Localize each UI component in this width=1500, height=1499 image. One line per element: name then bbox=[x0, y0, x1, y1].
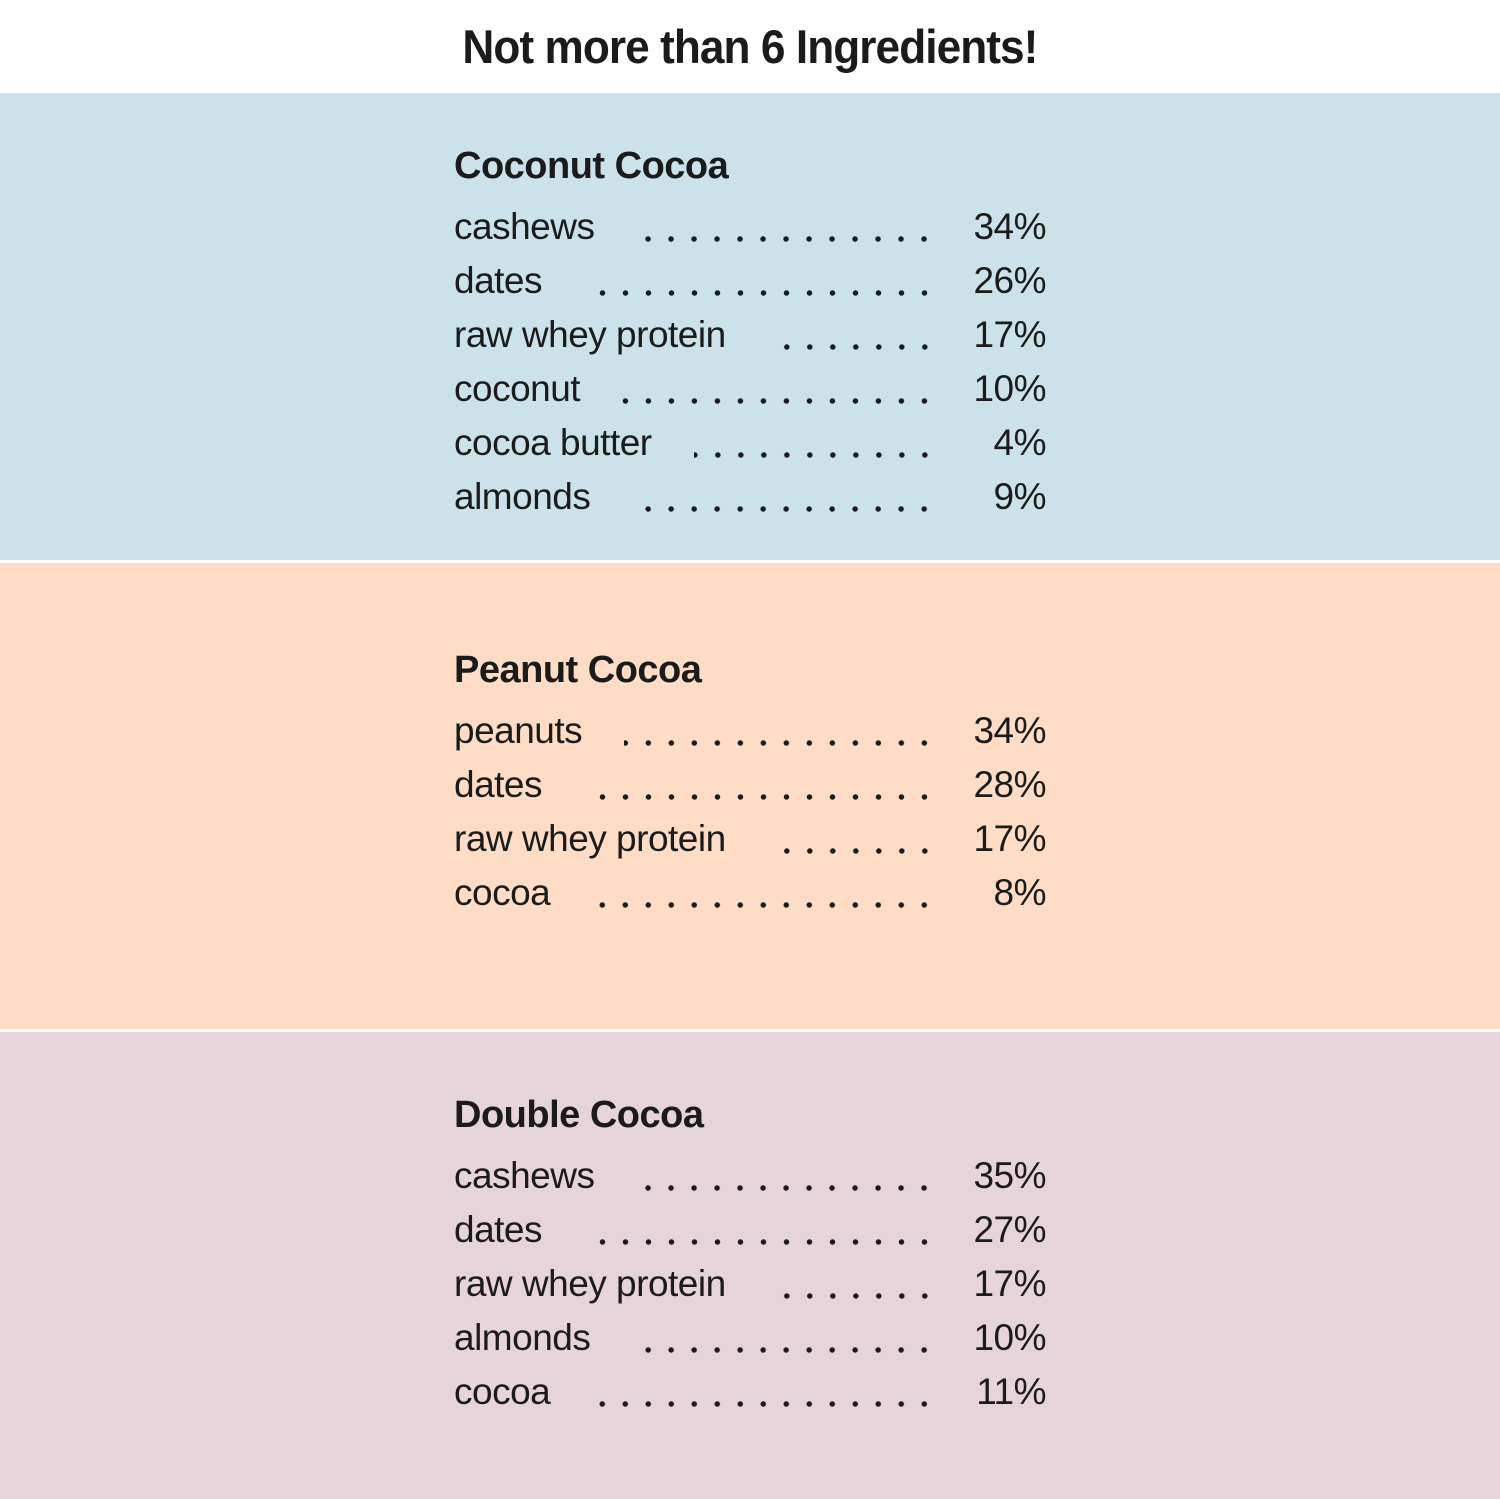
section-heading-coconut-cocoa: Coconut Cocoa bbox=[454, 145, 729, 187]
ingredient-name: dates bbox=[454, 1209, 543, 1251]
ingredient-percent: 9% bbox=[993, 476, 1047, 517]
dot-leader bbox=[636, 1184, 936, 1193]
dot-leader bbox=[592, 900, 936, 909]
ingredient-row: almonds 9% bbox=[454, 470, 1047, 524]
ingredient-row: dates 28% bbox=[454, 758, 1047, 812]
dot-leader bbox=[632, 505, 936, 513]
ingredient-row: raw whey protein 17% bbox=[454, 1257, 1047, 1311]
ingredient-percent: 17% bbox=[973, 314, 1046, 355]
ingredient-name: cashews bbox=[454, 206, 595, 247]
ingredient-percent: 17% bbox=[973, 1263, 1046, 1305]
ingredient-name: cocoa butter bbox=[454, 422, 652, 463]
ingredient-row: cashews 35% bbox=[454, 1149, 1047, 1203]
ingredient-percent: 26% bbox=[973, 260, 1046, 301]
ingredient-percent: 11% bbox=[976, 1371, 1046, 1413]
dot-leader bbox=[767, 1292, 936, 1301]
ingredient-row: cocoa 8% bbox=[454, 866, 1047, 920]
ingredient-percent: 4% bbox=[993, 422, 1047, 463]
ingredient-name: raw whey protein bbox=[454, 817, 726, 859]
dot-leader bbox=[592, 1400, 936, 1409]
flavor-panels: Coconut Cocoa cashews 34% dates 26% raw … bbox=[0, 93, 1500, 1499]
ingredient-percent: 10% bbox=[973, 368, 1046, 409]
ingredient-name: almonds bbox=[454, 1317, 591, 1359]
ingredient-row: cocoa 11% bbox=[454, 1365, 1047, 1419]
ingredient-percent: 8% bbox=[993, 871, 1047, 913]
ingredient-row: raw whey protein 17% bbox=[454, 308, 1047, 362]
ingredient-name: coconut bbox=[454, 368, 581, 409]
panel-double-cocoa: Double Cocoa cashews 35% dates 27% raw w… bbox=[0, 1032, 1500, 1499]
dot-leader bbox=[767, 846, 936, 855]
section-heading-double-cocoa: Double Cocoa bbox=[454, 1094, 704, 1137]
ingredient-row: almonds 10% bbox=[454, 1311, 1047, 1365]
panel-content: Coconut Cocoa cashews 34% dates 26% raw … bbox=[454, 93, 1047, 524]
ingredient-row: cocoa butter 4% bbox=[454, 416, 1047, 470]
section-heading-peanut-cocoa: Peanut Cocoa bbox=[454, 648, 702, 691]
ingredient-row: peanuts 34% bbox=[454, 704, 1047, 758]
panel-coconut-cocoa: Coconut Cocoa cashews 34% dates 26% raw … bbox=[0, 93, 1500, 560]
dot-leader bbox=[584, 792, 936, 801]
ingredient-name: cocoa bbox=[454, 871, 551, 913]
ingredient-name: cocoa bbox=[454, 1371, 551, 1413]
dot-leader bbox=[624, 738, 936, 747]
ingredient-percent: 10% bbox=[973, 1317, 1046, 1359]
dot-leader bbox=[693, 451, 936, 459]
dot-leader bbox=[632, 1346, 936, 1355]
ingredient-list-double-cocoa: cashews 35% dates 27% raw whey protein 1… bbox=[454, 1149, 1047, 1419]
ingredient-percent: 27% bbox=[973, 1209, 1046, 1251]
ingredient-percent: 34% bbox=[973, 709, 1046, 751]
ingredient-name: peanuts bbox=[454, 709, 583, 751]
ingredient-list-coconut-cocoa: cashews 34% dates 26% raw whey protein 1… bbox=[454, 200, 1047, 524]
header: Not more than 6 Ingredients! bbox=[0, 0, 1500, 93]
panel-peanut-cocoa: Peanut Cocoa peanuts 34% dates 28% raw w… bbox=[0, 562, 1500, 1030]
ingredient-percent: 17% bbox=[973, 817, 1046, 859]
ingredient-name: dates bbox=[454, 260, 543, 301]
ingredient-row: raw whey protein 17% bbox=[454, 812, 1047, 866]
ingredient-percent: 28% bbox=[973, 763, 1046, 805]
ingredient-name: raw whey protein bbox=[454, 1263, 726, 1305]
ingredient-row: dates 27% bbox=[454, 1203, 1047, 1257]
ingredient-name: raw whey protein bbox=[454, 314, 726, 355]
ingredient-percent: 35% bbox=[973, 1155, 1046, 1197]
ingredient-name: almonds bbox=[454, 476, 591, 517]
dot-leader bbox=[622, 397, 936, 405]
ingredient-row: cashews 34% bbox=[454, 200, 1047, 254]
page-title: Not more than 6 Ingredients! bbox=[462, 20, 1038, 73]
dot-leader bbox=[767, 343, 936, 351]
ingredient-name: dates bbox=[454, 763, 543, 805]
ingredient-name: cashews bbox=[454, 1155, 595, 1197]
panel-content: Double Cocoa cashews 35% dates 27% raw w… bbox=[454, 1032, 1047, 1419]
ingredient-percent: 34% bbox=[973, 206, 1046, 247]
ingredient-row: coconut 10% bbox=[454, 362, 1047, 416]
dot-leader bbox=[636, 235, 936, 243]
dot-leader bbox=[584, 289, 936, 297]
ingredient-row: dates 26% bbox=[454, 254, 1047, 308]
panel-content: Peanut Cocoa peanuts 34% dates 28% raw w… bbox=[454, 563, 1047, 920]
ingredient-list-peanut-cocoa: peanuts 34% dates 28% raw whey protein 1… bbox=[454, 704, 1047, 920]
dot-leader bbox=[584, 1238, 936, 1247]
